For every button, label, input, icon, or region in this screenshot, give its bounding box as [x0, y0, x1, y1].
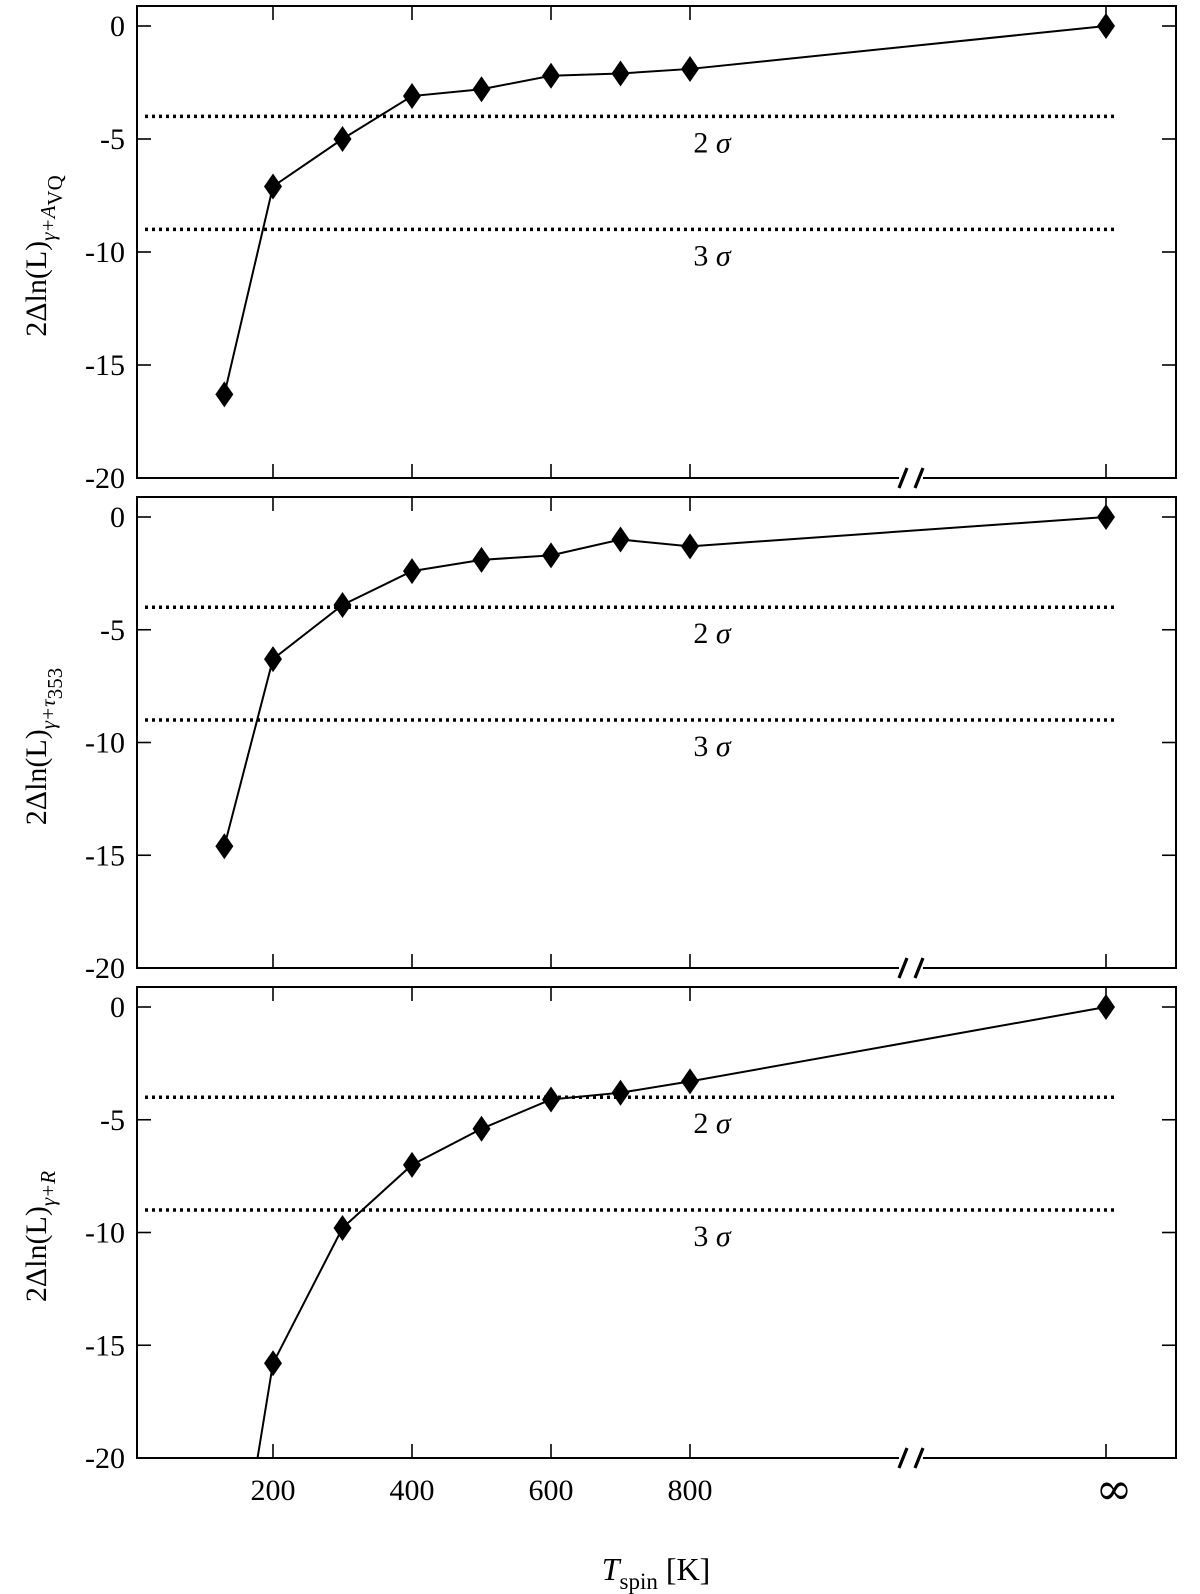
data-point-marker — [472, 546, 491, 573]
y-tick-label: -5 — [100, 1104, 125, 1137]
x-axis-unit: [K] — [658, 1551, 710, 1587]
axis-break-mark — [897, 957, 909, 979]
data-point-marker — [264, 1350, 282, 1377]
data-point-marker — [472, 76, 491, 103]
threshold-label: 3 σ — [693, 730, 732, 763]
y-tick-label: -20 — [85, 1442, 125, 1475]
axis-break-mark — [913, 467, 925, 489]
data-point-marker — [333, 126, 352, 152]
data-point-marker — [611, 1079, 630, 1106]
data-point-marker — [333, 1214, 352, 1241]
data-point-marker — [403, 1151, 421, 1178]
y-tick-label: -5 — [100, 614, 125, 647]
y-tick-label: -5 — [100, 123, 125, 156]
axis-break-mark — [913, 1447, 925, 1469]
y-tick-label: -15 — [85, 839, 125, 872]
y-tick-label: -15 — [85, 349, 125, 382]
plot-frame — [136, 496, 1177, 969]
series-line — [256, 1006, 1107, 1458]
threshold-label: 2 σ — [693, 126, 732, 159]
data-point-marker — [681, 55, 699, 82]
data-point-marker — [403, 558, 421, 585]
threshold-label: 3 σ — [693, 1220, 732, 1253]
y-tick-label: 0 — [110, 991, 125, 1024]
data-point-marker — [215, 833, 234, 860]
data-point-marker — [681, 1068, 699, 1095]
y-tick-label: 0 — [110, 10, 125, 43]
y-axis-label: 2Δln(L)γ+AVQ — [20, 175, 67, 337]
axis-break-mark — [897, 467, 909, 489]
plot-frame — [136, 986, 1177, 1459]
y-tick-label: -15 — [85, 1329, 125, 1362]
x-tick-label-infinity: ∞ — [1096, 1464, 1133, 1515]
axis-break-gap — [899, 475, 923, 481]
threshold-label: 2 σ — [693, 617, 732, 650]
axis-break-mark — [897, 1447, 909, 1469]
y-axis-label: 2Δln(L)γ+R — [20, 1171, 60, 1302]
axis-break-gap — [899, 965, 923, 971]
x-axis-label: Tspin [K] — [602, 1551, 711, 1594]
data-point-marker — [611, 526, 630, 553]
x-tick-label: 600 — [529, 1474, 574, 1507]
axis-break-mark — [913, 957, 925, 979]
plot-frame — [136, 5, 1177, 479]
y-tick-label: -20 — [85, 462, 125, 495]
x-tick-label: 800 — [668, 1474, 713, 1507]
x-tick-label: 400 — [390, 1474, 435, 1507]
data-point-marker — [611, 60, 630, 87]
panel-1: 0 -5 -10 -15 -20 2 σ 3 σ 2Δln(L)γ+AVQ — [20, 5, 1177, 495]
data-point-marker — [1097, 994, 1115, 1020]
data-point-marker — [542, 542, 560, 569]
data-point-marker — [681, 533, 699, 560]
threshold-label: 3 σ — [693, 239, 732, 272]
data-point-marker — [264, 173, 282, 200]
x-tick-label: 200 — [251, 1474, 296, 1507]
panel-3: 0 -5 -10 -15 -20 2 σ 3 σ 2Δln(L)γ+R — [20, 986, 1177, 1475]
data-point-marker — [1097, 504, 1115, 530]
data-point-marker — [472, 1115, 491, 1142]
data-point-marker — [1097, 13, 1115, 39]
series-line — [223, 25, 1107, 395]
y-tick-label: -10 — [85, 1217, 125, 1250]
data-point-marker — [403, 83, 421, 110]
data-point-marker — [333, 591, 352, 618]
data-point-marker — [264, 646, 282, 673]
y-tick-label: -20 — [85, 952, 125, 985]
y-tick-label: 0 — [110, 501, 125, 534]
data-point-marker — [542, 62, 560, 89]
data-point-marker — [215, 381, 234, 408]
threshold-label: 2 σ — [693, 1107, 732, 1140]
axis-break-gap — [899, 1455, 923, 1461]
y-axis-label: 2Δln(L)γ+τ353 — [20, 668, 67, 825]
panel-2: 0 -5 -10 -15 -20 2 σ 3 σ 2Δln(L)γ+τ353 — [20, 496, 1177, 985]
data-point-marker — [542, 1086, 560, 1113]
series-line — [223, 516, 1107, 847]
y-tick-label: -10 — [85, 236, 125, 269]
y-tick-label: -10 — [85, 727, 125, 760]
